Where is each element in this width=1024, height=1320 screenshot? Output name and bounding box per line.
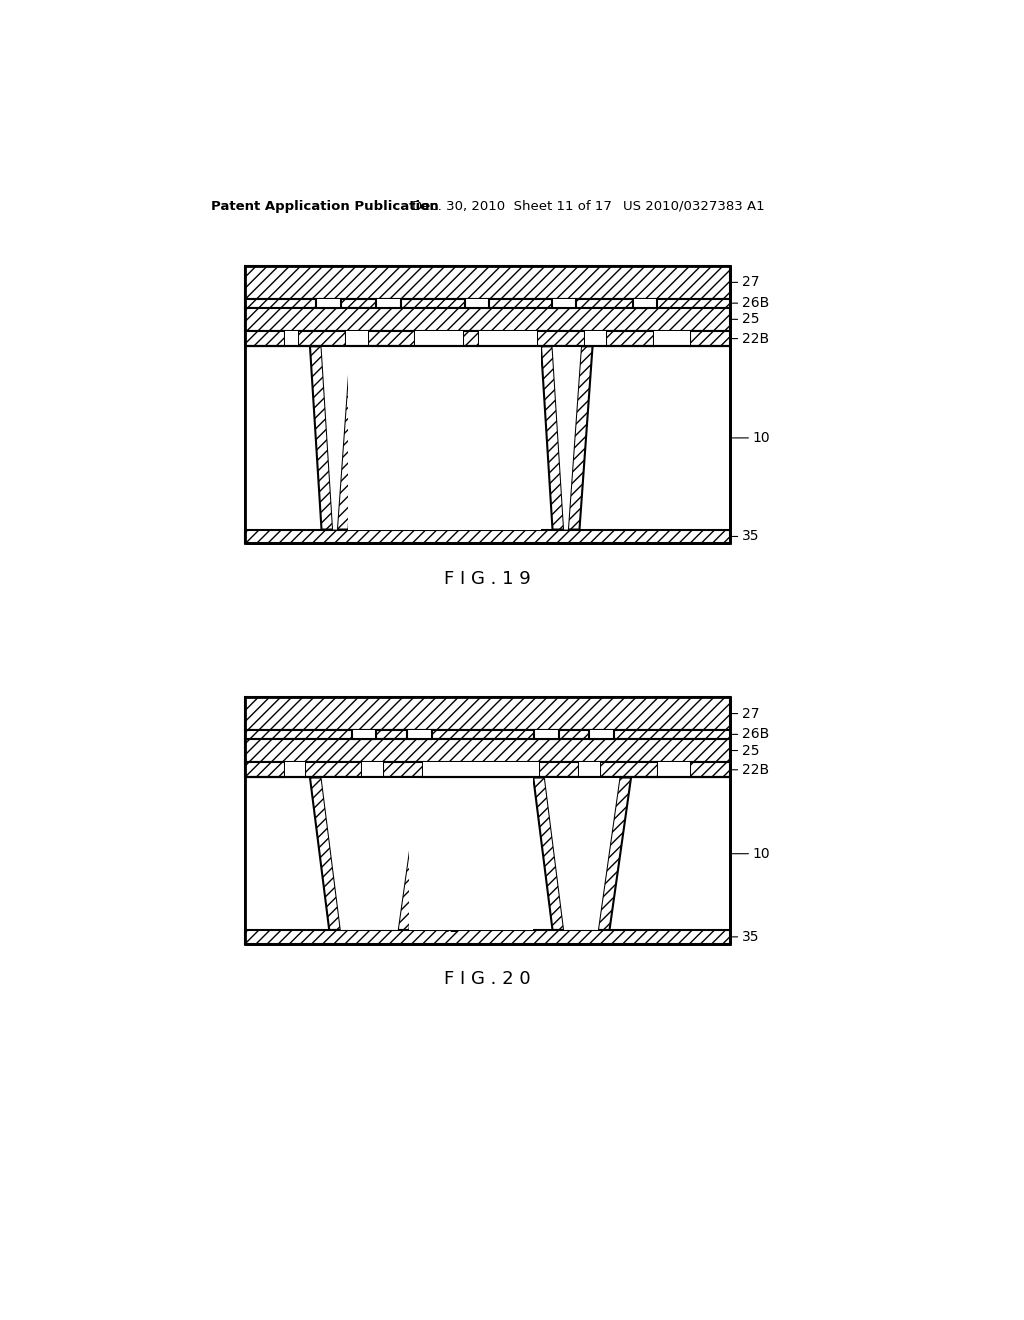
Text: 22B: 22B bbox=[742, 763, 769, 776]
Bar bbox=[245, 267, 730, 298]
Bar bbox=[245, 529, 730, 544]
Bar bbox=[368, 331, 416, 346]
Polygon shape bbox=[541, 346, 564, 529]
Bar bbox=[600, 762, 658, 777]
Bar bbox=[585, 331, 606, 346]
Text: 35: 35 bbox=[742, 929, 760, 944]
Bar bbox=[689, 331, 730, 346]
Bar bbox=[285, 762, 304, 777]
Polygon shape bbox=[553, 346, 581, 529]
Bar bbox=[538, 331, 585, 346]
Bar bbox=[245, 739, 730, 762]
Polygon shape bbox=[397, 777, 431, 929]
Bar bbox=[245, 298, 730, 308]
Bar bbox=[539, 762, 579, 777]
Text: 10: 10 bbox=[753, 846, 770, 861]
Text: 27: 27 bbox=[742, 706, 760, 721]
Bar bbox=[245, 308, 730, 331]
Bar bbox=[552, 298, 577, 308]
Text: 42: 42 bbox=[441, 898, 459, 935]
Bar bbox=[535, 730, 559, 739]
Text: Dec. 30, 2010  Sheet 11 of 17: Dec. 30, 2010 Sheet 11 of 17 bbox=[412, 199, 611, 213]
Bar bbox=[245, 762, 285, 777]
Bar bbox=[383, 762, 423, 777]
Polygon shape bbox=[322, 777, 419, 929]
Bar bbox=[410, 777, 534, 929]
Bar bbox=[304, 762, 362, 777]
Bar bbox=[246, 777, 728, 929]
Text: 26B: 26B bbox=[742, 296, 769, 310]
Bar bbox=[416, 331, 463, 346]
Bar bbox=[346, 331, 368, 346]
Polygon shape bbox=[568, 346, 593, 529]
Bar bbox=[245, 697, 730, 944]
Bar bbox=[606, 331, 654, 346]
Polygon shape bbox=[310, 777, 341, 929]
Bar bbox=[579, 762, 600, 777]
Bar bbox=[298, 331, 346, 346]
Polygon shape bbox=[534, 777, 564, 929]
Bar bbox=[407, 730, 432, 739]
Text: 25: 25 bbox=[742, 743, 760, 758]
Bar bbox=[633, 298, 657, 308]
Text: 35: 35 bbox=[742, 529, 760, 544]
Polygon shape bbox=[310, 346, 333, 529]
Text: 10: 10 bbox=[753, 430, 770, 445]
Polygon shape bbox=[322, 346, 350, 529]
Polygon shape bbox=[545, 777, 620, 929]
Bar bbox=[245, 331, 285, 346]
Bar bbox=[351, 730, 376, 739]
Text: F I G . 2 0: F I G . 2 0 bbox=[443, 970, 530, 987]
Bar bbox=[465, 298, 489, 308]
Bar bbox=[245, 730, 730, 739]
Bar bbox=[362, 762, 383, 777]
Polygon shape bbox=[337, 346, 361, 529]
Text: F I G . 1 9: F I G . 1 9 bbox=[443, 570, 530, 587]
Polygon shape bbox=[598, 777, 631, 929]
Bar bbox=[376, 298, 400, 308]
Bar bbox=[689, 762, 730, 777]
Bar bbox=[245, 929, 730, 944]
Bar bbox=[245, 697, 730, 730]
Bar bbox=[285, 331, 298, 346]
Bar bbox=[316, 298, 341, 308]
Text: 27: 27 bbox=[742, 276, 760, 289]
Text: 25: 25 bbox=[742, 313, 760, 326]
Bar bbox=[246, 346, 728, 529]
Bar bbox=[245, 267, 730, 544]
Text: 22B: 22B bbox=[742, 331, 769, 346]
Bar bbox=[463, 331, 478, 346]
Text: Patent Application Publication: Patent Application Publication bbox=[211, 199, 439, 213]
Bar bbox=[348, 346, 541, 529]
Text: US 2010/0327383 A1: US 2010/0327383 A1 bbox=[624, 199, 765, 213]
Bar bbox=[654, 331, 689, 346]
Bar bbox=[590, 730, 614, 739]
Text: 26B: 26B bbox=[742, 727, 769, 742]
Bar bbox=[658, 762, 689, 777]
Bar bbox=[478, 331, 538, 346]
Bar bbox=[423, 762, 539, 777]
